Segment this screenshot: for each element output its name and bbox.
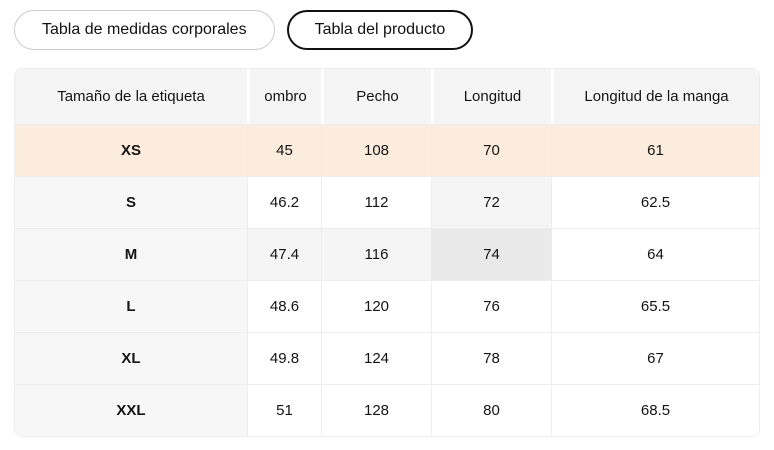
table-row-m: M 47.4 116 74 64 <box>15 228 759 280</box>
measurement-cell[interactable]: 45 <box>247 124 321 176</box>
size-cell-l[interactable]: L <box>15 280 247 332</box>
measurement-cell[interactable]: 120 <box>321 280 431 332</box>
measurement-cell[interactable]: 68.5 <box>551 384 759 436</box>
size-cell-xxl[interactable]: XXL <box>15 384 247 436</box>
measurement-cell[interactable]: 108 <box>321 124 431 176</box>
measurement-cell[interactable]: 78 <box>431 332 551 384</box>
measurement-cell[interactable]: 72 <box>431 176 551 228</box>
measurement-cell[interactable]: 67 <box>551 332 759 384</box>
column-header-4: Longitud de la manga <box>551 69 759 124</box>
tab-body-measurements[interactable]: Tabla de medidas corporales <box>14 10 275 50</box>
size-chart-tabs: Tabla de medidas corporales Tabla del pr… <box>0 0 774 50</box>
product-size-table: Tamaño de la etiqueta ombro Pecho Longitud L… <box>15 69 759 436</box>
size-cell-s[interactable]: S <box>15 176 247 228</box>
measurement-cell[interactable]: 51 <box>247 384 321 436</box>
tab-product[interactable]: Tabla del producto <box>286 10 474 50</box>
column-header-2: Pecho <box>321 69 431 124</box>
measurement-cell[interactable]: 116 <box>321 228 431 280</box>
table-row-xs: XS 45 108 70 61 <box>15 124 759 176</box>
measurement-cell[interactable]: 61 <box>551 124 759 176</box>
measurement-cell[interactable]: 47.4 <box>247 228 321 280</box>
measurement-cell[interactable]: 80 <box>431 384 551 436</box>
measurement-cell[interactable]: 46.2 <box>247 176 321 228</box>
size-table: Tamaño de la etiqueta ombro Pecho Longitud L… <box>14 68 760 437</box>
table-row-xxl: XXL 51 128 80 68.5 <box>15 384 759 436</box>
table-row-xl: XL 49.8 124 78 67 <box>15 332 759 384</box>
measurement-cell[interactable]: 49.8 <box>247 332 321 384</box>
table-row-l: L 48.6 120 76 65.5 <box>15 280 759 332</box>
measurement-cell[interactable]: 64 <box>551 228 759 280</box>
measurement-cell[interactable]: 62.5 <box>551 176 759 228</box>
size-cell-xs[interactable]: XS <box>15 124 247 176</box>
measurement-cell[interactable]: 124 <box>321 332 431 384</box>
column-header-0: Tamaño de la etiqueta <box>15 69 247 124</box>
measurement-cell[interactable]: 74 <box>431 228 551 280</box>
size-cell-m[interactable]: M <box>15 228 247 280</box>
column-header-1: ombro <box>247 69 321 124</box>
table-row-s: S 46.2 112 72 62.5 <box>15 176 759 228</box>
measurement-cell[interactable]: 48.6 <box>247 280 321 332</box>
measurement-cell[interactable]: 76 <box>431 280 551 332</box>
size-cell-xl[interactable]: XL <box>15 332 247 384</box>
header-row: Tamaño de la etiqueta ombro Pecho Longitud L… <box>15 69 759 124</box>
table-body: XS 45 108 70 61 S 46.2 112 72 62.5 M 47.4 116 74 64 L 48… <box>15 124 759 436</box>
column-header-3: Longitud <box>431 69 551 124</box>
table-header: Tamaño de la etiqueta ombro Pecho Longitud L… <box>15 69 759 124</box>
measurement-cell[interactable]: 128 <box>321 384 431 436</box>
measurement-cell[interactable]: 70 <box>431 124 551 176</box>
measurement-cell[interactable]: 112 <box>321 176 431 228</box>
measurement-cell[interactable]: 65.5 <box>551 280 759 332</box>
